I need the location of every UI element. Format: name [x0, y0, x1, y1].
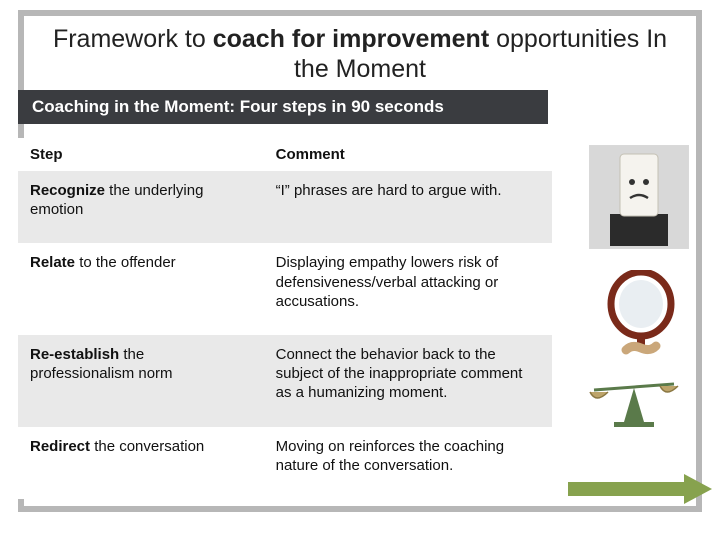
comment-cell: Displaying empathy lowers risk of defens…	[264, 243, 552, 335]
comment-cell: “I” phrases are hard to argue with.	[264, 171, 552, 243]
right-arrow-image	[568, 472, 712, 506]
table-header-row: Step Comment	[18, 138, 552, 171]
table-row: Redirect the conversation Moving on rein…	[18, 427, 552, 499]
table-row: Recognize the underlying emotion “I” phr…	[18, 171, 552, 243]
header-comment: Comment	[264, 138, 552, 171]
balance-scale-image	[584, 374, 684, 430]
slide-title: Framework to coach for improvement oppor…	[24, 16, 696, 90]
step-cell: Re-establish the professionalism norm	[18, 335, 264, 427]
slide-frame: Framework to coach for improvement oppor…	[18, 10, 702, 512]
table-row: Relate to the offender Displaying empath…	[18, 243, 552, 335]
step-cell: Relate to the offender	[18, 243, 264, 335]
title-bold: coach for improvement	[213, 25, 489, 53]
bag-face-image	[590, 146, 688, 248]
step-cell: Redirect the conversation	[18, 427, 264, 499]
step-cell: Recognize the underlying emotion	[18, 171, 264, 243]
section-banner: Coaching in the Moment: Four steps in 90…	[18, 90, 548, 124]
comment-cell: Connect the behavior back to the subject…	[264, 335, 552, 427]
comment-cell: Moving on reinforces the coaching nature…	[264, 427, 552, 499]
hand-mirror-image	[598, 270, 684, 362]
table-row: Re-establish the professionalism norm Co…	[18, 335, 552, 427]
steps-table: Step Comment Recognize the underlying em…	[18, 138, 552, 499]
steps-table-wrap: Step Comment Recognize the underlying em…	[18, 138, 552, 499]
title-part-1: Framework to	[53, 25, 213, 53]
header-step: Step	[18, 138, 264, 171]
